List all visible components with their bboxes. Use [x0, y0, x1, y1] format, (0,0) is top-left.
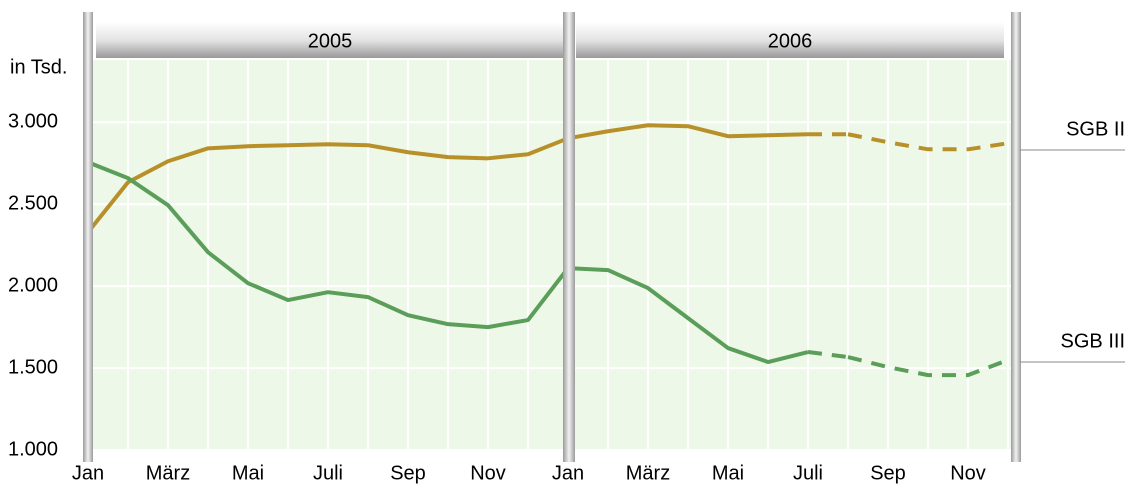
x-tick-label: Jan — [552, 462, 584, 484]
series-line — [86, 123, 809, 234]
year-header — [576, 22, 1004, 58]
series-line — [847, 355, 1009, 378]
series-line — [847, 132, 1009, 152]
axis-bar — [1011, 12, 1021, 462]
x-tick-label: Sep — [390, 462, 426, 484]
y-axis-label: in Tsd. — [10, 56, 67, 78]
y-tick-label: 2.000 — [8, 274, 58, 296]
x-tick-label: März — [146, 462, 190, 484]
x-tick-label: Juli — [313, 462, 343, 484]
x-tick-label: Nov — [470, 462, 506, 484]
y-tick-label: 1.000 — [8, 438, 58, 460]
x-tick-label: Juli — [793, 462, 823, 484]
year-label: 2005 — [308, 30, 353, 52]
year-label: 2006 — [768, 30, 813, 52]
series-connector — [807, 350, 849, 360]
year-header — [96, 22, 564, 58]
x-tick-label: März — [626, 462, 670, 484]
x-tick-label: Sep — [870, 462, 906, 484]
legend-label: SGB III — [1061, 330, 1125, 352]
y-tick-label: 2.500 — [8, 192, 58, 214]
plot-area — [88, 60, 1016, 450]
x-tick-label: Jan — [72, 462, 104, 484]
x-tick-label: Nov — [950, 462, 986, 484]
legend-label: SGB II — [1066, 118, 1125, 140]
axis-bar — [83, 12, 93, 462]
y-tick-label: 1.500 — [8, 356, 58, 378]
axis-bar — [563, 12, 575, 462]
x-tick-label: Mai — [232, 462, 264, 484]
y-tick-label: 3.000 — [8, 111, 58, 133]
series-line — [87, 160, 809, 365]
x-tick-label: Mai — [712, 462, 744, 484]
